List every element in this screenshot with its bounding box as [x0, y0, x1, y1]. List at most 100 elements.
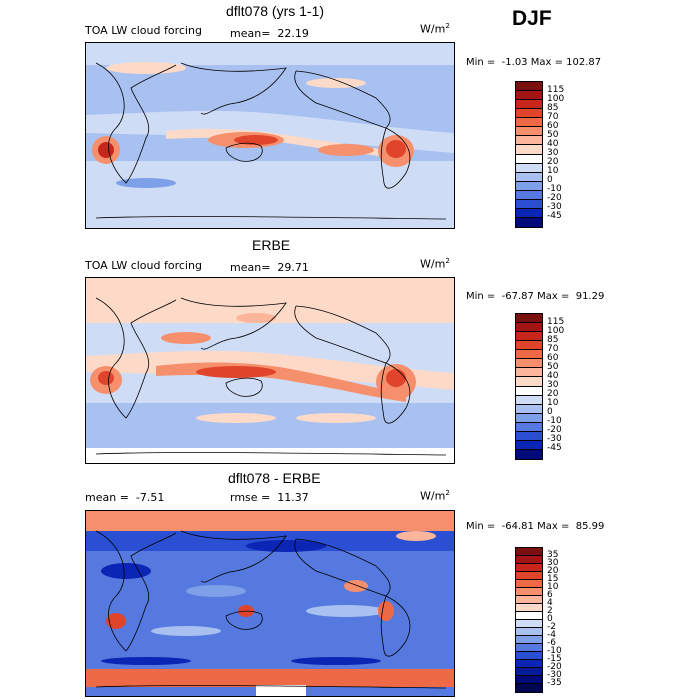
colorbar-segment	[516, 604, 542, 612]
panel3-units: W/m2	[420, 489, 450, 503]
colorbar-tick-label: 60	[547, 120, 559, 131]
colorbar-segment	[516, 118, 542, 128]
panel2-units-base: W/m	[420, 257, 446, 271]
colorbar-segment	[516, 217, 542, 227]
panel1-colorbar	[515, 81, 543, 228]
colorbar-tick-label: 85	[547, 102, 559, 113]
colorbar-tick-label: 40	[547, 370, 559, 381]
colorbar-segment	[516, 588, 542, 596]
colorbar-tick-label: -20	[547, 425, 562, 436]
panel3-colorbar	[515, 547, 543, 693]
colorbar-segment	[516, 580, 542, 588]
colorbar-segment	[516, 668, 542, 676]
panel1-min-label: Min =	[466, 57, 496, 68]
colorbar-tick-label: 6	[547, 589, 553, 600]
colorbar-segment	[516, 190, 542, 200]
colorbar-tick-label: -10	[547, 416, 562, 427]
panel1-minmax: Min = -1.03 Max = 102.87	[466, 57, 601, 68]
colorbar-tick-label: 60	[547, 352, 559, 363]
colorbar-segment	[516, 449, 542, 459]
colorbar-tick-label: -45	[547, 443, 562, 454]
colorbar-tick-label: 10	[547, 166, 559, 177]
colorbar-tick-label: 2	[547, 605, 553, 616]
colorbar-tick-label: 115	[547, 84, 565, 95]
panel2-minmax: Min = -67.87 Max = 91.29	[466, 291, 604, 302]
colorbar-segment	[516, 91, 542, 101]
colorbar-segment	[516, 208, 542, 218]
colorbar-segment	[516, 332, 542, 342]
colorbar-segment	[516, 620, 542, 628]
colorbar-tick-label: -10	[547, 184, 562, 195]
colorbar-segment	[516, 422, 542, 432]
colorbar-segment	[516, 368, 542, 378]
colorbar-segment	[516, 652, 542, 660]
colorbar-segment	[516, 636, 542, 644]
panel3-mean-label: mean =	[85, 491, 129, 504]
colorbar-tick-label: 70	[547, 343, 559, 354]
colorbar-tick-label: -6	[547, 637, 556, 648]
colorbar-segment	[516, 136, 542, 146]
colorbar-tick-label: 40	[547, 138, 559, 149]
panel3-min-value: -64.81	[501, 521, 534, 532]
panel3-min-label: Min =	[466, 521, 496, 532]
colorbar-tick-label: 100	[547, 325, 565, 336]
colorbar-tick-label: -10	[547, 645, 562, 656]
panel1-max-label: Max =	[530, 57, 563, 68]
colorbar-tick-label: 100	[547, 93, 565, 104]
colorbar-segment	[516, 548, 542, 556]
colorbar-tick-label: 20	[547, 157, 559, 168]
panel2-mean: mean= 29.71	[230, 261, 309, 274]
colorbar-tick-label: 115	[547, 316, 565, 327]
panel3-mean: mean = -7.51	[85, 491, 164, 504]
colorbar-segment	[516, 145, 542, 155]
colorbar-segment	[516, 154, 542, 164]
panel3-units-exp: 2	[445, 489, 450, 497]
panel3-map	[85, 510, 455, 697]
panel3-rmse-label: rmse =	[230, 491, 271, 504]
panel1-units-base: W/m	[420, 22, 446, 36]
panel3-rmse-value: 11.37	[277, 491, 309, 504]
colorbar-segment	[516, 323, 542, 333]
colorbar-tick-label: -30	[547, 669, 562, 680]
panel2-max-label: Max =	[537, 291, 570, 302]
colorbar-segment	[516, 350, 542, 360]
colorbar-segment	[516, 556, 542, 564]
colorbar-tick-label: 4	[547, 597, 553, 608]
panel1-field-label: TOA LW cloud forcing	[85, 24, 202, 37]
colorbar-tick-label: -30	[547, 202, 562, 213]
colorbar-tick-label: 70	[547, 111, 559, 122]
colorbar-segment	[516, 596, 542, 604]
colorbar-segment	[516, 109, 542, 119]
panel3-units-base: W/m	[420, 489, 446, 503]
colorbar-segment	[516, 572, 542, 580]
colorbar-tick-label: 85	[547, 334, 559, 345]
colorbar-segment	[516, 644, 542, 652]
colorbar-tick-label: 0	[547, 407, 553, 418]
panel2-mean-value: 29.71	[277, 261, 309, 274]
colorbar-segment	[516, 395, 542, 405]
colorbar-segment	[516, 163, 542, 173]
panel1-mean: mean= 22.19	[230, 27, 309, 40]
panel1-units: W/m2	[420, 22, 450, 36]
colorbar-segment	[516, 377, 542, 387]
colorbar-tick-label: -30	[547, 434, 562, 445]
panel1-units-exp: 2	[445, 22, 450, 30]
panel2-min-value: -67.87	[501, 291, 534, 302]
panel2-units-exp: 2	[445, 257, 450, 265]
colorbar-segment	[516, 199, 542, 209]
colorbar-segment	[516, 564, 542, 572]
panel3-title: dflt078 - ERBE	[228, 470, 321, 486]
panel3-mean-value: -7.51	[135, 491, 165, 504]
colorbar-tick-label: 15	[547, 573, 559, 584]
colorbar-segment	[516, 82, 542, 92]
panel2-map	[85, 277, 455, 464]
panel2-field-label: TOA LW cloud forcing	[85, 259, 202, 272]
colorbar-tick-label: -45	[547, 211, 562, 222]
colorbar-segment	[516, 359, 542, 369]
colorbar-tick-label: 30	[547, 148, 559, 158]
colorbar-segment	[516, 404, 542, 414]
colorbar-tick-label: 30	[547, 380, 559, 390]
colorbar-segment	[516, 172, 542, 182]
panel2-mean-label: mean=	[230, 261, 271, 274]
colorbar-segment	[516, 127, 542, 137]
